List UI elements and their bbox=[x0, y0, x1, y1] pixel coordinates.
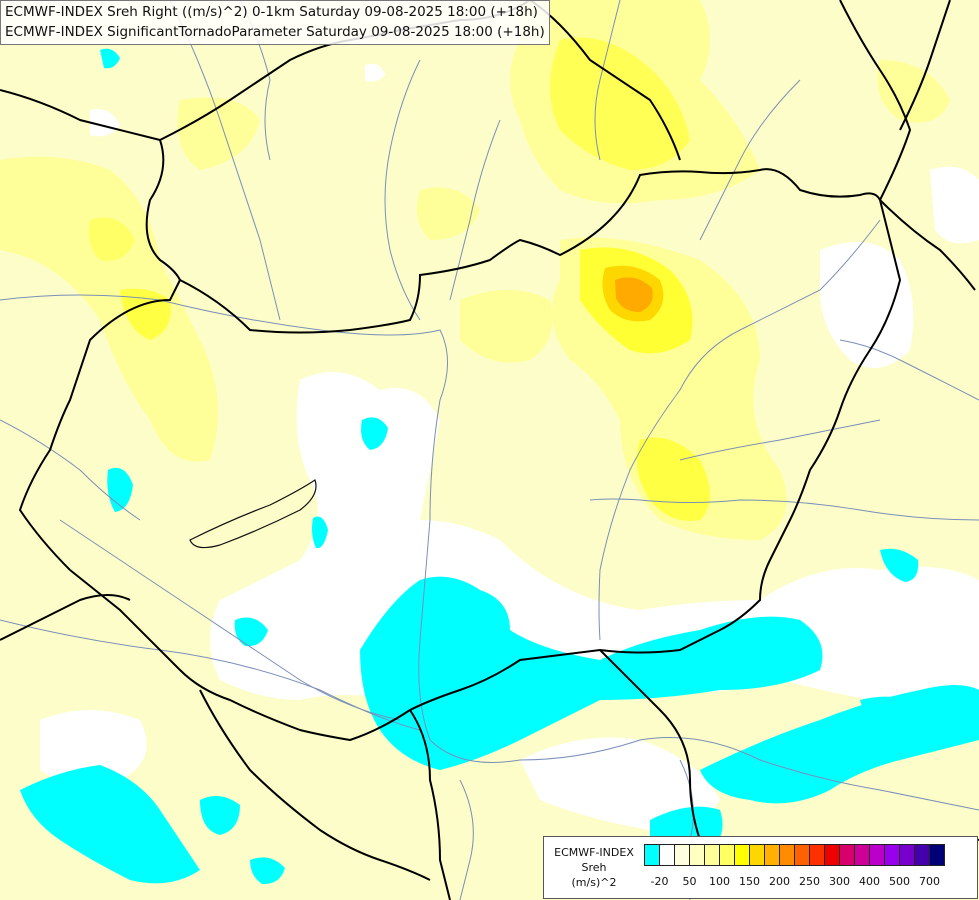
legend-swatch bbox=[644, 844, 660, 866]
legend-title-line1: ECMWF-INDEX bbox=[554, 846, 634, 859]
field-lightyellow-west bbox=[0, 156, 218, 462]
field-white-southwest bbox=[40, 710, 147, 784]
legend-title-line2: Sreh bbox=[581, 861, 607, 874]
field-lightyellow-mid bbox=[460, 290, 553, 363]
field-cyan-danube bbox=[360, 576, 823, 770]
field-lightyellow-nw bbox=[177, 97, 260, 170]
field-cyan-small5 bbox=[312, 516, 328, 549]
river-drava bbox=[59, 519, 401, 721]
legend-tick-label: -20 bbox=[650, 875, 669, 888]
lake-balaton bbox=[189, 479, 317, 549]
river-maros bbox=[589, 498, 979, 521]
border-hungary-north bbox=[179, 168, 881, 334]
field-cyan-small6 bbox=[880, 548, 919, 582]
field-yellow-north bbox=[550, 37, 690, 170]
river-mur bbox=[0, 419, 141, 521]
field-lightyellow-cn bbox=[416, 187, 480, 240]
legend-swatch bbox=[719, 844, 735, 866]
border-serbia-romania bbox=[599, 649, 701, 841]
legend-swatch bbox=[734, 844, 750, 866]
legend-tick-label: 100 bbox=[709, 875, 730, 888]
legend-swatch bbox=[854, 844, 870, 866]
border-hungary-south bbox=[69, 569, 411, 742]
field-cyan-small8 bbox=[250, 857, 285, 885]
legend-swatch bbox=[794, 844, 810, 866]
border-slovenia bbox=[0, 594, 131, 641]
field-yellow-south bbox=[636, 437, 710, 521]
legend-swatch bbox=[674, 844, 690, 866]
legend-swatch bbox=[809, 844, 825, 866]
border-bosnia bbox=[199, 689, 431, 881]
border-slovakia-poland bbox=[529, 0, 681, 161]
field-cyan-southwest bbox=[20, 765, 200, 884]
legend-swatches bbox=[644, 844, 945, 866]
border-ukraine-romania bbox=[879, 199, 976, 291]
river-vah bbox=[384, 59, 421, 321]
legend-tick-label: 200 bbox=[769, 875, 790, 888]
field-white-east bbox=[820, 242, 914, 368]
legend-tick-label: 150 bbox=[739, 875, 760, 888]
river-koros bbox=[679, 419, 881, 461]
field-cyan-north bbox=[100, 48, 120, 69]
legend-swatch bbox=[659, 844, 675, 866]
field-white-north bbox=[90, 109, 120, 137]
legend-swatch bbox=[749, 844, 765, 866]
legend-swatch bbox=[779, 844, 795, 866]
legend-swatch bbox=[824, 844, 840, 866]
river-danube bbox=[0, 294, 979, 811]
field-cyan-small1 bbox=[200, 796, 240, 835]
legend-swatch bbox=[884, 844, 900, 866]
legend-swatch bbox=[764, 844, 780, 866]
map-title-line2: ECMWF-INDEX SignificantTornadoParameter … bbox=[5, 24, 545, 40]
legend-tick-label: 500 bbox=[889, 875, 910, 888]
legend-swatch bbox=[839, 844, 855, 866]
river-morava bbox=[169, 0, 281, 321]
field-white-northeast bbox=[930, 166, 979, 244]
river-hron bbox=[449, 119, 501, 301]
legend-title-line3: (m/s)^2 bbox=[571, 876, 617, 889]
field-cyan-small7 bbox=[860, 696, 930, 730]
legend-tick-label: 400 bbox=[859, 875, 880, 888]
field-orange-core bbox=[615, 277, 653, 312]
river-tisza bbox=[598, 219, 881, 641]
border-poland-ukraine bbox=[839, 0, 912, 201]
legend-tick-label: 50 bbox=[682, 875, 697, 888]
legend-swatch bbox=[689, 844, 705, 866]
map-title-line1: ECMWF-INDEX Sreh Right ((m/s)^2) 0-1km S… bbox=[5, 4, 538, 20]
field-white-central bbox=[210, 372, 820, 710]
legend-tick-label: 300 bbox=[829, 875, 850, 888]
field-white-south bbox=[520, 737, 720, 830]
legend-tick-label: 700 bbox=[919, 875, 940, 888]
field-cyan-small4 bbox=[361, 417, 388, 450]
border-hungary-east bbox=[409, 199, 902, 711]
field-yellow-w2 bbox=[88, 217, 135, 261]
color-legend: ECMWF-INDEX Sreh (m/s)^2 -20 50 100 150 200 2… bbox=[543, 836, 978, 899]
border-hungary-west bbox=[18, 279, 181, 571]
river-south1 bbox=[459, 779, 474, 900]
legend-ticks: -20 50 100 150 200 250 300 400 500 700 bbox=[644, 875, 974, 889]
legend-swatch bbox=[869, 844, 885, 866]
legend-title: ECMWF-INDEX Sreh (m/s)^2 bbox=[548, 845, 640, 890]
border-moldova bbox=[899, 0, 951, 131]
river-east bbox=[839, 339, 979, 401]
border-austria-czech bbox=[0, 89, 181, 281]
field-cyan-small2 bbox=[234, 617, 268, 647]
legend-swatch bbox=[929, 844, 945, 866]
river-north2 bbox=[594, 0, 621, 161]
river-ne bbox=[699, 79, 801, 241]
map-title-box: ECMWF-INDEX Sreh Right ((m/s)^2) 0-1km S… bbox=[0, 0, 550, 45]
border-croatia-serbia bbox=[409, 709, 451, 900]
field-white-north2 bbox=[365, 63, 385, 82]
river-sava bbox=[0, 619, 421, 731]
legend-swatch bbox=[899, 844, 915, 866]
legend-swatch bbox=[704, 844, 720, 866]
field-white-southeast bbox=[760, 566, 979, 710]
legend-swatch bbox=[914, 844, 930, 866]
field-lightyellow-e bbox=[877, 60, 950, 123]
legend-tick-label: 250 bbox=[799, 875, 820, 888]
